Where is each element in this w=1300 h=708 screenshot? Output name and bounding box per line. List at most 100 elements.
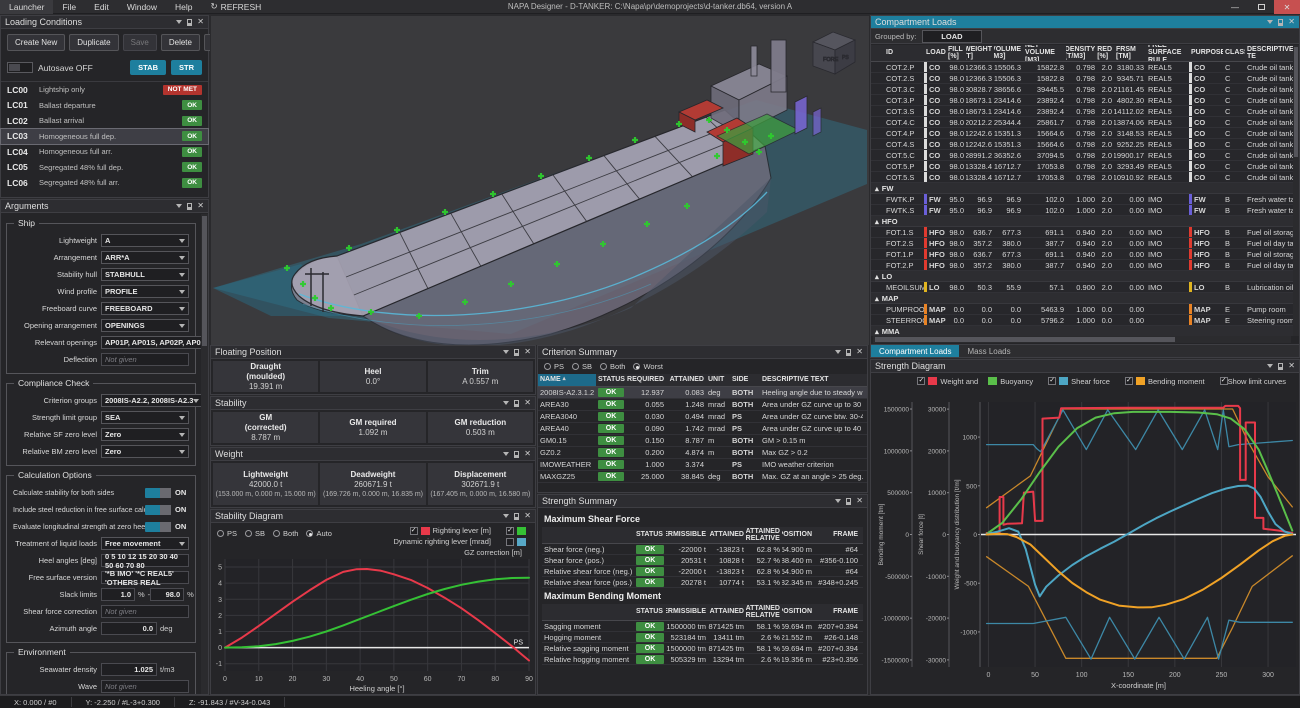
pin-icon[interactable] xyxy=(514,348,520,356)
column-header[interactable]: ATTAINED xyxy=(669,376,704,384)
panel-menu-icon[interactable] xyxy=(176,20,183,24)
column-header[interactable]: UNIT xyxy=(708,376,725,384)
loading-condition-row[interactable]: LC03 Homogeneous full dep. OK xyxy=(0,127,209,145)
criterion-row[interactable]: AREA40 OK 0.090 1.742 mrad PS Area under GZ cu… xyxy=(538,423,867,435)
strength-limit-group-select[interactable]: SEA xyxy=(101,411,189,424)
arrangement-select[interactable]: ARR*A xyxy=(101,251,189,264)
panel-menu-icon[interactable] xyxy=(176,204,183,208)
maximize-button[interactable] xyxy=(1248,0,1274,14)
column-header[interactable]: VOLUME [m3] xyxy=(994,45,1021,61)
column-header[interactable]: SIDE xyxy=(732,376,749,384)
column-header[interactable]: WEIGHT [t] xyxy=(966,45,992,61)
panel-menu-icon[interactable] xyxy=(503,350,510,354)
column-header[interactable]: STATUS xyxy=(598,376,625,384)
column-header[interactable]: DESCRIPTIVE TE xyxy=(1247,45,1293,61)
column-header[interactable]: ATTAINED RELATIVE xyxy=(746,604,780,620)
grouped-by-chip[interactable]: LOAD xyxy=(922,29,982,43)
group-row-mma[interactable]: ▴ MMA xyxy=(871,326,1293,336)
strength-row[interactable]: Relative sagging moment OK -1500000 tm -871… xyxy=(542,643,863,654)
column-header[interactable]: LOAD xyxy=(926,49,946,57)
pin-icon[interactable] xyxy=(514,450,520,458)
pin-icon[interactable] xyxy=(514,512,520,520)
pin-icon[interactable] xyxy=(1278,362,1284,370)
freeboard-curve-select[interactable]: FREEBOARD xyxy=(101,302,189,315)
slack-limits-min-input[interactable]: 1.0 xyxy=(101,588,135,601)
arguments-scrollbar[interactable] xyxy=(201,214,208,694)
criterion-row[interactable]: 2008IS-A2.3.1.2 OK 12.937 0.083 deg BOTH Heeli… xyxy=(538,387,867,399)
include-steel-reduction-in-free-surface-calculation-toggle[interactable] xyxy=(145,504,171,515)
close-icon[interactable]: ✕ xyxy=(524,449,531,458)
compartment-row[interactable]: COT.3.P CO 98.0 18673.1 23414.6 23892.4 0.798 2… xyxy=(871,95,1293,106)
tab-mass-loads[interactable]: Mass Loads xyxy=(967,346,1011,356)
menu-item-launcher[interactable]: Launcher xyxy=(0,0,54,14)
column-header[interactable]: STATUS xyxy=(636,608,663,616)
loading-condition-row[interactable]: LC01 Ballast departure OK xyxy=(1,98,208,114)
radio-both[interactable] xyxy=(273,530,281,537)
column-header[interactable]: ATTAINED xyxy=(709,531,744,539)
legend-checkbox[interactable]: ✓ xyxy=(409,526,418,535)
criterion-row[interactable]: GM0.15 OK 0.150 8.787 m BOTH GM > 0.15 m xyxy=(538,435,867,447)
wave-input[interactable]: Not given xyxy=(101,680,189,693)
group-row-map[interactable]: ▴ MAP xyxy=(871,293,1293,304)
panel-menu-icon[interactable] xyxy=(503,514,510,518)
pin-icon[interactable] xyxy=(187,202,193,210)
radio-ps[interactable] xyxy=(544,363,551,370)
evaluate-longitudinal-strength-at-zero-heel-toggle[interactable] xyxy=(145,521,171,532)
tab-compartment-loads[interactable]: Compartment Loads xyxy=(871,345,960,357)
radio-ps[interactable] xyxy=(217,530,224,537)
strength-row[interactable]: Shear force (neg.) OK -22000 t -13823 t 62.8… xyxy=(542,544,863,555)
loading-condition-row[interactable]: LC02 Ballast arrival OK xyxy=(1,113,208,129)
legend-checkbox[interactable]: ✓ xyxy=(1219,377,1228,385)
legend-checkbox[interactable] xyxy=(506,537,514,546)
group-row-hfo[interactable]: ▴ HFO xyxy=(871,216,1293,227)
menu-item-file[interactable]: File xyxy=(62,1,77,12)
column-header[interactable] xyxy=(871,45,884,61)
compartment-row[interactable]: COT.2.P CO 98.0 12366.3 15506.3 15822.8 0.798 2… xyxy=(871,62,1293,73)
column-header[interactable]: REQUIRED xyxy=(627,376,664,384)
lightweight-select[interactable]: A xyxy=(101,234,189,247)
ship-3d-viewport[interactable]: FORE PS xyxy=(210,15,869,347)
compartment-row[interactable]: COT.5.P CO 98.0 13328.4 16712.7 17053.8 0.798 2… xyxy=(871,161,1293,172)
close-icon[interactable]: ✕ xyxy=(524,511,531,520)
criterion-row[interactable]: IMOWEATHER OK 1.000 3.374 PS IMO weather crit… xyxy=(538,459,867,471)
column-header[interactable]: FREE SURFACE RULE xyxy=(1148,45,1182,61)
column-header[interactable]: DESCRIPTIVE TEXT xyxy=(762,376,829,384)
str-button[interactable]: STR xyxy=(171,60,202,75)
group-row-fw[interactable]: ▴ FW xyxy=(871,183,1293,194)
column-header[interactable] xyxy=(542,527,634,543)
wind-profile-select[interactable]: PROFILE xyxy=(101,285,189,298)
strength-row[interactable]: Relative hogging moment OK 505329 tm 13294 … xyxy=(542,654,863,665)
compartment-table-hscrollbar[interactable] xyxy=(873,336,1291,343)
close-icon[interactable]: ✕ xyxy=(856,496,863,505)
compartment-row[interactable]: MEOILSUMPLO98.050.355.957.10.9002.00.00I… xyxy=(871,282,1293,293)
column-header[interactable]: ATTAINED RELATIVE xyxy=(746,527,780,543)
compartment-row[interactable]: FWTK.P FW 95.0 96.9 96.9 102.0 1.000 2.0 0.00 IMO… xyxy=(871,194,1293,205)
radio-auto[interactable] xyxy=(306,530,314,537)
pin-icon[interactable] xyxy=(1278,18,1284,26)
column-header[interactable]: STATUS xyxy=(636,531,663,539)
column-header[interactable]: NAME ▴ xyxy=(538,374,596,386)
compartment-row[interactable]: FOT.2.P HFO 98.0 357.2 380.0 387.7 0.940 2.0 0.0… xyxy=(871,260,1293,271)
close-icon[interactable]: ✕ xyxy=(1288,361,1295,370)
radio-sb[interactable] xyxy=(572,363,580,370)
delete-button[interactable]: Delete xyxy=(160,34,200,51)
calculate-stability-for-both-sides-toggle[interactable] xyxy=(145,487,171,498)
column-header[interactable]: DENSITY [t/m3] xyxy=(1066,45,1095,61)
panel-menu-icon[interactable] xyxy=(835,350,842,354)
menu-item-help[interactable]: Help xyxy=(175,1,193,12)
strength-row[interactable]: Hogging moment OK 523184 tm 13411 tm 2.6 % 21… xyxy=(542,632,863,643)
criterion-row[interactable]: MAXGZ25 OK 25.000 38.845 deg BOTH Max. GZ at a… xyxy=(538,471,867,483)
navigation-cube[interactable]: FORE PS xyxy=(811,31,857,75)
strength-row[interactable]: Relative shear force (neg.) OK -22000 t -13… xyxy=(542,566,863,577)
duplicate-button[interactable]: Duplicate xyxy=(69,34,119,51)
compartment-row[interactable]: FWTK.S FW 95.0 96.9 96.9 102.0 1.000 2.0 0.00 IMO… xyxy=(871,205,1293,216)
radio-worst[interactable] xyxy=(633,363,641,370)
close-window-button[interactable]: ✕ xyxy=(1274,0,1300,14)
loading-condition-row[interactable]: LC05 Segregated 48% full dep. OK xyxy=(1,160,208,176)
pin-icon[interactable] xyxy=(187,18,193,26)
column-header[interactable]: PERMISSIBLE xyxy=(666,608,706,616)
shear-force-correction-input[interactable]: Not given xyxy=(101,605,189,618)
slack-limits-max-input[interactable]: 98.0 xyxy=(150,588,185,601)
column-header[interactable]: FRAME xyxy=(833,531,858,539)
close-icon[interactable]: ✕ xyxy=(524,398,531,407)
